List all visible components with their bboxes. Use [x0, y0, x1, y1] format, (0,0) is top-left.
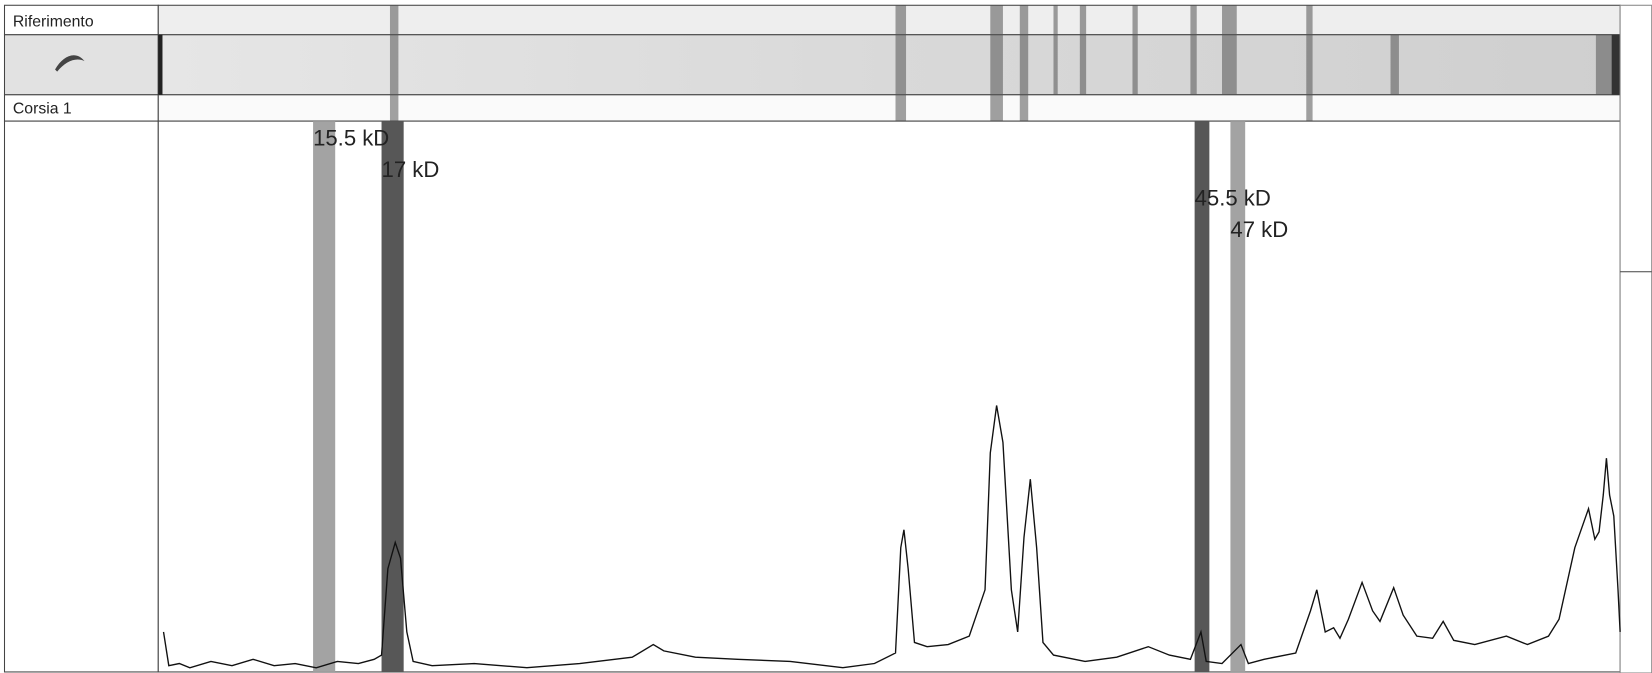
lane-label: Corsia 1 — [13, 101, 72, 118]
gel-image — [158, 5, 1620, 121]
marker-band — [313, 121, 335, 672]
thumbnail-cell — [4, 35, 158, 95]
marker-label: 15.5 kD — [313, 125, 389, 150]
plot-area — [158, 121, 1620, 672]
reference-label: Riferimento — [13, 13, 94, 30]
marker-label: 17 kD — [382, 157, 440, 182]
marker-band — [382, 121, 404, 672]
marker-label: 45.5 kD — [1195, 185, 1271, 210]
left-panel — [4, 121, 158, 672]
marker-label: 47 kD — [1230, 217, 1288, 242]
scrollbar[interactable] — [1620, 5, 1652, 673]
densitometry-view: Riferimento Corsia 1 15.5 kD 17 kD 45.5 … — [0, 0, 1652, 673]
